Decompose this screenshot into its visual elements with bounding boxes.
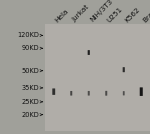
FancyBboxPatch shape [70, 91, 72, 96]
Text: Brain: Brain [141, 6, 150, 23]
FancyBboxPatch shape [123, 67, 125, 72]
Text: NIH/3T3: NIH/3T3 [89, 0, 114, 23]
Text: 25KD: 25KD [21, 99, 39, 105]
FancyBboxPatch shape [105, 91, 107, 96]
Text: 20KD: 20KD [21, 112, 39, 118]
Text: Jurkat: Jurkat [71, 4, 90, 23]
Text: 50KD: 50KD [21, 68, 39, 74]
Text: U251: U251 [106, 6, 124, 23]
FancyBboxPatch shape [140, 87, 143, 96]
Text: Hela: Hela [54, 8, 70, 23]
FancyBboxPatch shape [52, 88, 55, 95]
FancyBboxPatch shape [88, 50, 90, 55]
FancyBboxPatch shape [123, 91, 125, 95]
Text: K562: K562 [124, 6, 141, 23]
Text: 90KD: 90KD [21, 45, 39, 51]
Text: 120KD: 120KD [17, 32, 39, 38]
FancyBboxPatch shape [88, 91, 90, 96]
Text: 35KD: 35KD [21, 85, 39, 91]
Bar [45, 24, 150, 131]
